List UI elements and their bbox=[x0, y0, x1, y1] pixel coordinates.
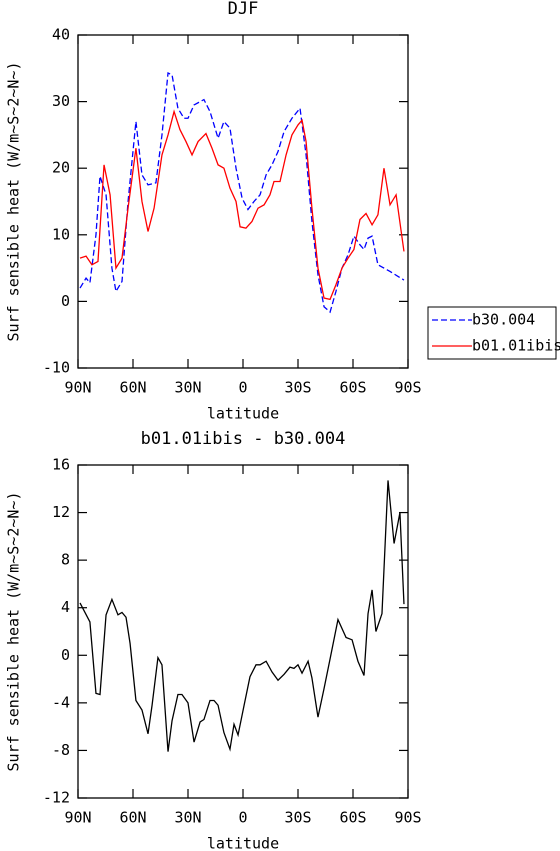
y-tick-label: 16 bbox=[52, 456, 70, 474]
y-tick-label: -4 bbox=[52, 693, 70, 711]
x-tick-label: 30N bbox=[174, 809, 201, 827]
data-line bbox=[79, 480, 405, 752]
data-line bbox=[79, 109, 405, 301]
x-tick-label: 90N bbox=[64, 379, 91, 397]
x-tick-label: 30S bbox=[284, 809, 311, 827]
x-tick-label: 60S bbox=[339, 379, 366, 397]
x-tick-label: 0 bbox=[238, 809, 247, 827]
y-tick-label: 40 bbox=[52, 26, 70, 44]
y-axis-label: Surf sensible heat (W/m~S~2~N~) bbox=[5, 492, 23, 772]
x-tick-label: 30N bbox=[174, 379, 201, 397]
x-axis-label: latitude bbox=[207, 405, 279, 423]
y-tick-label: -8 bbox=[52, 741, 70, 759]
x-tick-label: 30S bbox=[284, 379, 311, 397]
x-tick-label: 90S bbox=[394, 379, 421, 397]
legend-box bbox=[427, 306, 557, 360]
y-tick-label: 0 bbox=[61, 646, 70, 664]
x-axis-label: latitude bbox=[207, 835, 279, 851]
y-tick-label: 4 bbox=[61, 598, 70, 616]
x-tick-label: 60N bbox=[119, 809, 146, 827]
plot-frame bbox=[77, 464, 409, 799]
x-tick-label: 0 bbox=[238, 379, 247, 397]
x-tick-label: 90S bbox=[394, 809, 421, 827]
y-axis-label: Surf sensible heat (W/m~S~2~N~) bbox=[5, 62, 23, 342]
data-line bbox=[79, 71, 405, 314]
x-tick-label: 60S bbox=[339, 809, 366, 827]
y-tick-label: 10 bbox=[52, 225, 70, 243]
y-tick-label: 0 bbox=[61, 292, 70, 310]
y-tick-label: -12 bbox=[43, 789, 70, 807]
chart-title: b01.01ibis - b30.004 bbox=[141, 429, 346, 449]
y-tick-label: -10 bbox=[43, 359, 70, 377]
legend-label: b01.01ibis bbox=[472, 337, 560, 355]
y-tick-label: 12 bbox=[52, 503, 70, 521]
y-tick-label: 8 bbox=[61, 551, 70, 569]
y-tick-label: 30 bbox=[52, 92, 70, 110]
x-tick-label: 60N bbox=[119, 379, 146, 397]
legend-label: b30.004 bbox=[472, 311, 535, 329]
x-tick-label: 90N bbox=[64, 809, 91, 827]
plot-frame bbox=[77, 34, 409, 369]
chart-title: DJF bbox=[228, 0, 259, 19]
y-tick-label: 20 bbox=[52, 159, 70, 177]
